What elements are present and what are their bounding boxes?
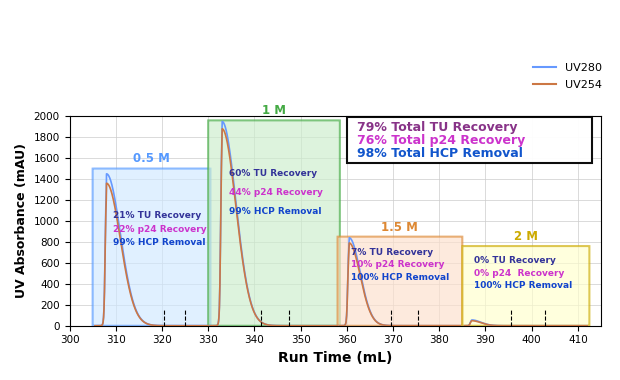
- Text: 79% Total TU Recovery: 79% Total TU Recovery: [356, 121, 517, 134]
- Text: 10% p24 Recovery: 10% p24 Recovery: [352, 260, 445, 269]
- Text: 99% HCP Removal: 99% HCP Removal: [113, 239, 206, 247]
- Text: 76% Total p24 Recovery: 76% Total p24 Recovery: [356, 134, 525, 147]
- Text: 0.5 M: 0.5 M: [133, 152, 170, 165]
- FancyBboxPatch shape: [347, 117, 591, 163]
- Text: 60% TU Recovery: 60% TU Recovery: [229, 169, 317, 178]
- FancyBboxPatch shape: [337, 237, 463, 326]
- Text: 100% HCP Removal: 100% HCP Removal: [352, 273, 450, 282]
- Text: 99% HCP Removal: 99% HCP Removal: [229, 207, 321, 216]
- Text: 7% TU Recovery: 7% TU Recovery: [352, 248, 433, 257]
- Y-axis label: UV Absorbance (mAU): UV Absorbance (mAU): [15, 144, 28, 298]
- Text: 0% TU Recovery: 0% TU Recovery: [474, 256, 556, 265]
- Text: 1 M: 1 M: [262, 104, 286, 117]
- Text: 2 M: 2 M: [514, 230, 538, 243]
- FancyBboxPatch shape: [208, 120, 340, 326]
- Text: 22% p24 Recovery: 22% p24 Recovery: [113, 225, 207, 234]
- FancyBboxPatch shape: [92, 169, 210, 326]
- Text: 98% Total HCP Removal: 98% Total HCP Removal: [356, 147, 523, 160]
- Text: 100% HCP Removal: 100% HCP Removal: [474, 282, 572, 290]
- Legend: UV280, UV254: UV280, UV254: [529, 59, 606, 95]
- Text: 44% p24 Recovery: 44% p24 Recovery: [229, 188, 323, 197]
- Text: 1.5 M: 1.5 M: [381, 220, 419, 234]
- X-axis label: Run Time (mL): Run Time (mL): [278, 351, 392, 365]
- Text: 0% p24  Recovery: 0% p24 Recovery: [474, 269, 564, 278]
- Text: 21% TU Recovery: 21% TU Recovery: [113, 211, 202, 220]
- FancyBboxPatch shape: [463, 246, 590, 326]
